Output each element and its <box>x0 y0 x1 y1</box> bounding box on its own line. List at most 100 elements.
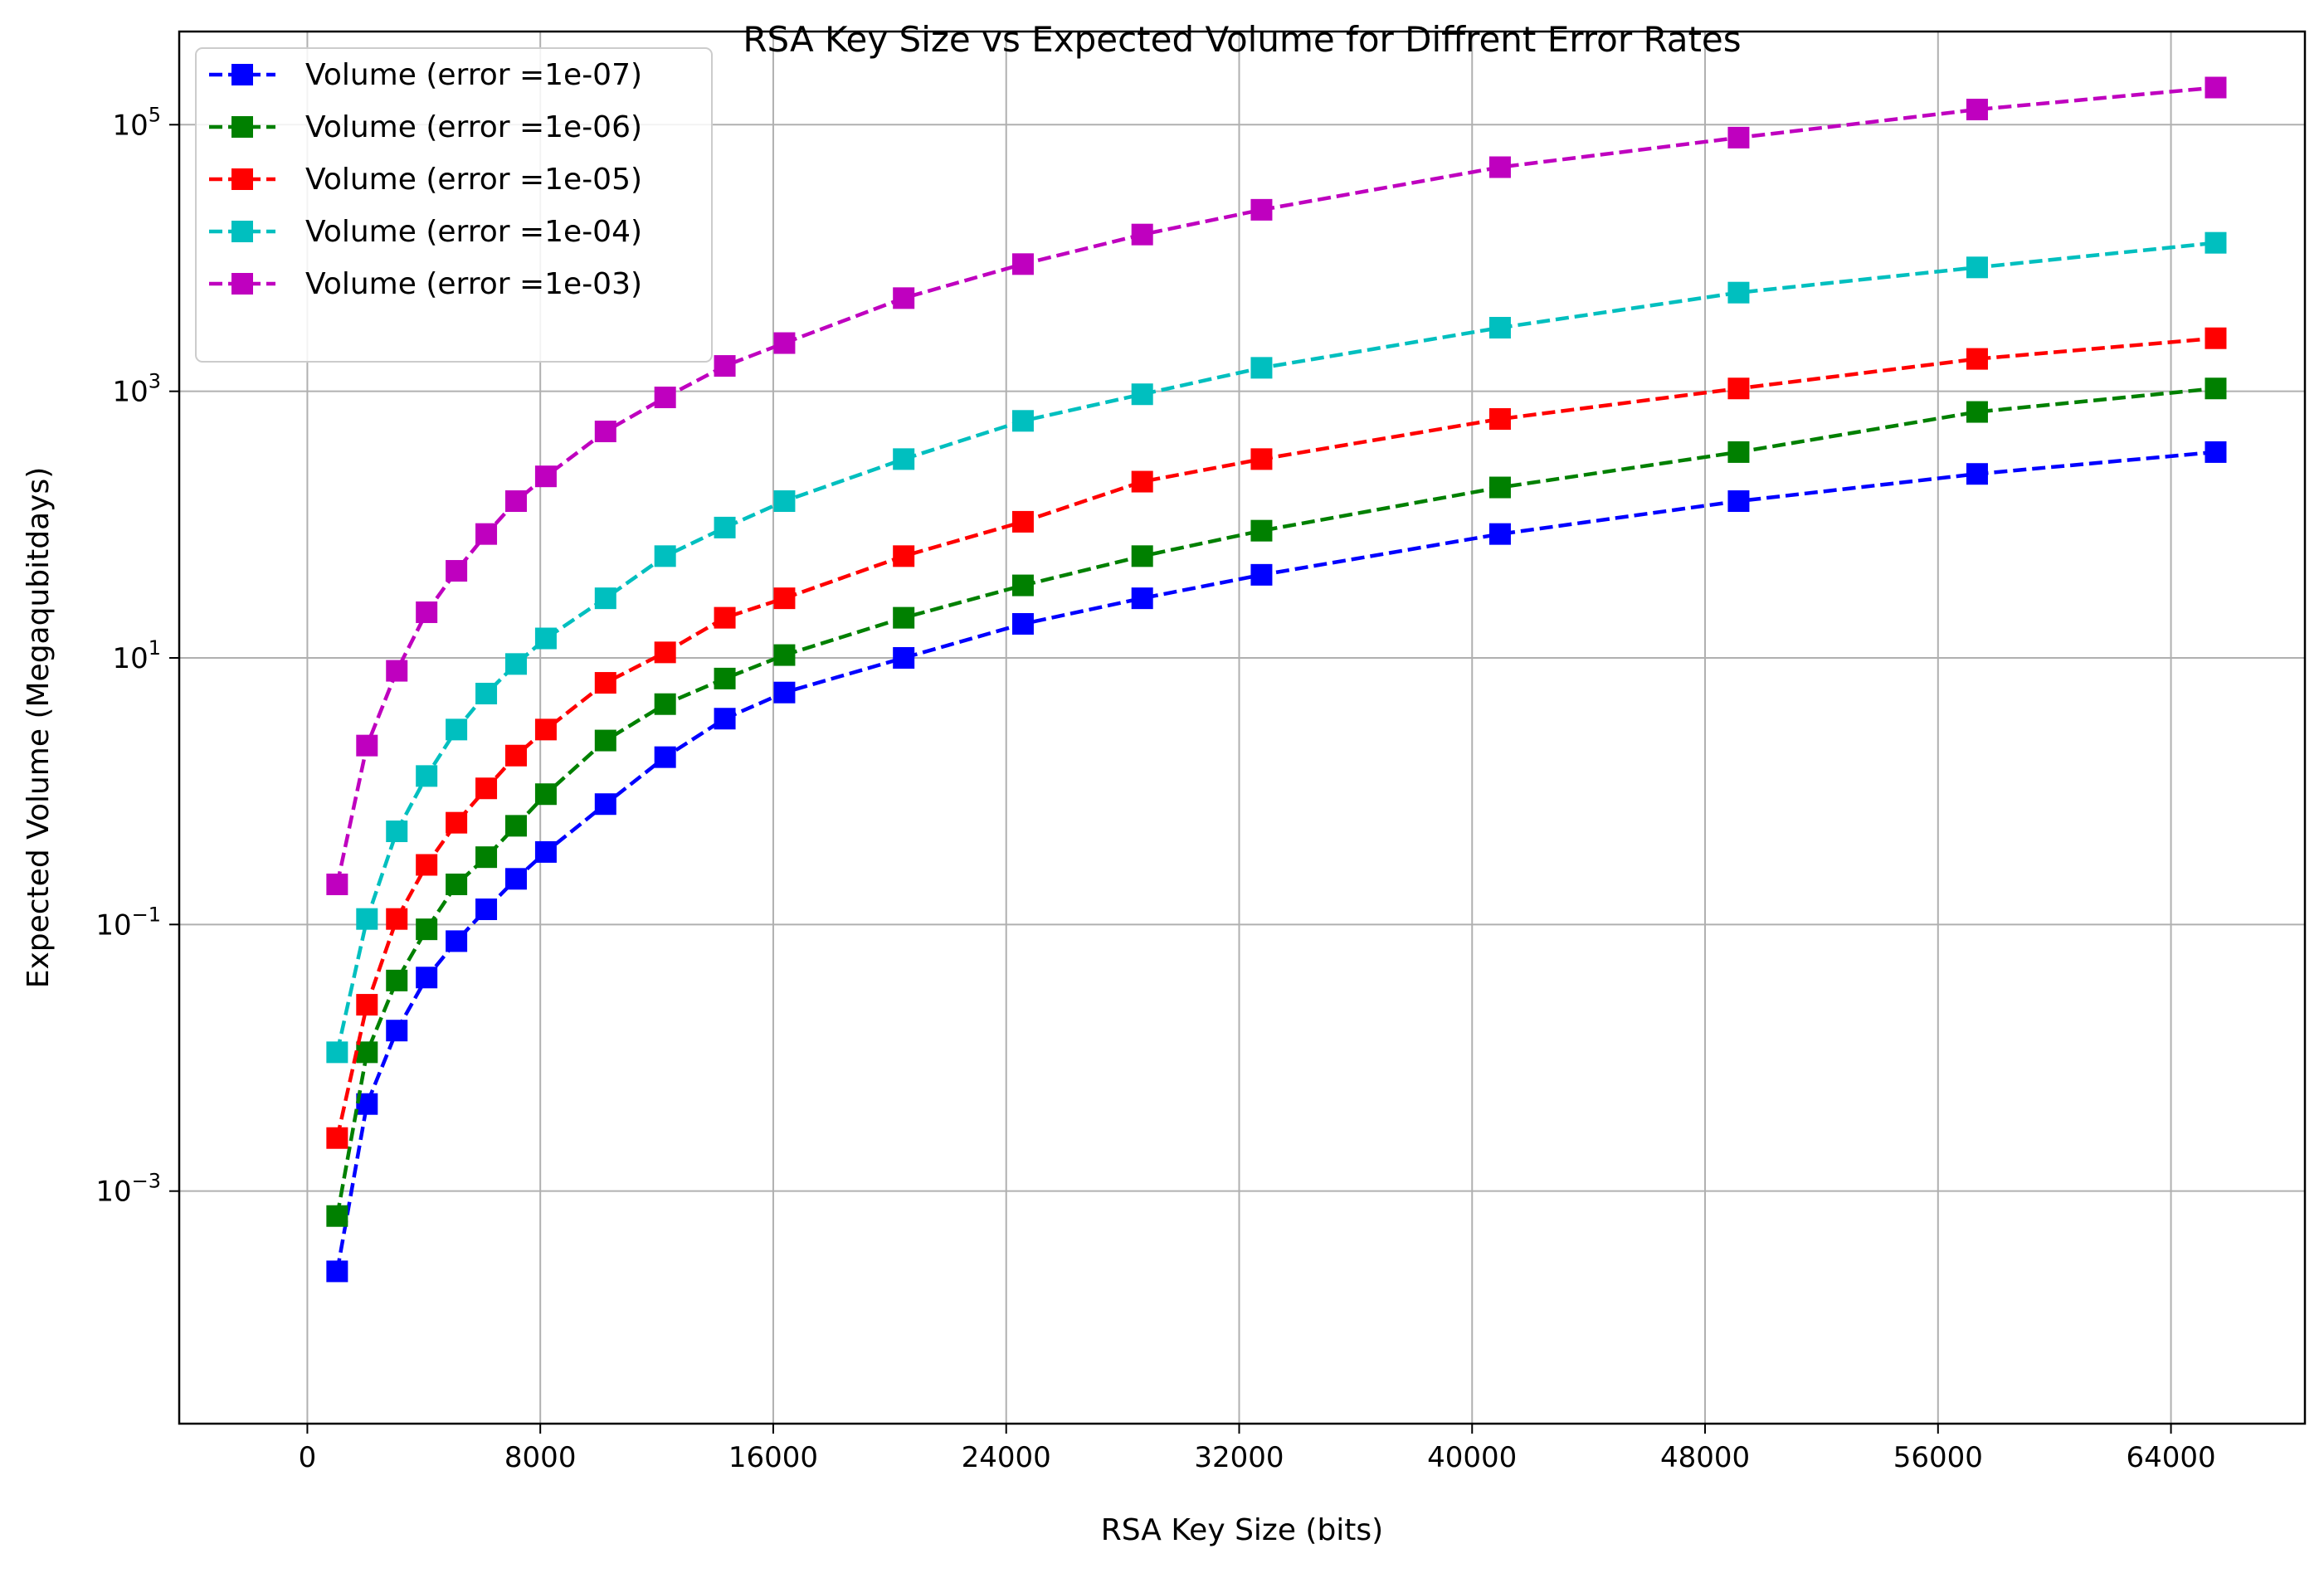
data-point <box>1727 281 1750 304</box>
data-point <box>893 448 915 470</box>
x-tick-label: 32000 <box>1194 1441 1284 1474</box>
data-point <box>1966 348 1988 370</box>
data-point <box>1727 126 1750 149</box>
series-4 <box>326 231 2227 1064</box>
data-point <box>386 1020 408 1042</box>
data-point <box>654 545 676 567</box>
data-point <box>1488 156 1511 178</box>
data-point <box>326 1260 348 1283</box>
data-point <box>1727 490 1750 513</box>
data-point <box>1250 448 1273 470</box>
data-point <box>1011 410 1034 432</box>
data-point <box>1727 377 1750 400</box>
data-point <box>594 587 616 610</box>
data-point <box>386 969 408 991</box>
x-axis-label: RSA Key Size (bits) <box>1101 1513 1383 1547</box>
x-tick-label: 48000 <box>1660 1441 1750 1474</box>
data-point <box>416 601 438 623</box>
y-tick-label: 10−3 <box>95 1170 161 1209</box>
data-point <box>773 681 796 704</box>
data-point <box>1011 253 1034 275</box>
data-point <box>534 718 557 741</box>
data-point <box>386 660 408 682</box>
data-point <box>594 421 616 443</box>
series-2 <box>326 377 2227 1227</box>
legend-swatch-marker <box>231 273 253 295</box>
y-tick-label: 105 <box>112 103 161 142</box>
data-point <box>504 868 527 890</box>
x-tick-label: 24000 <box>962 1441 1051 1474</box>
series-5 <box>326 76 2227 895</box>
data-point <box>326 1205 348 1227</box>
legend-label: Volume (error =1e-07) <box>305 58 642 92</box>
data-point <box>893 646 915 669</box>
data-point <box>1966 256 1988 279</box>
chart-title: RSA Key Size vs Expected Volume for Diff… <box>743 19 1741 60</box>
data-point <box>416 967 438 989</box>
data-point <box>416 854 438 876</box>
data-point <box>1488 476 1511 499</box>
legend-label: Volume (error =1e-04) <box>305 215 642 249</box>
series-line <box>335 241 2216 1053</box>
data-point <box>654 386 676 408</box>
data-point <box>654 693 676 715</box>
x-tick-label: 64000 <box>2126 1441 2215 1474</box>
series-3 <box>326 327 2227 1149</box>
data-point <box>1131 587 1153 610</box>
data-point <box>1488 316 1511 338</box>
legend-item: Volume (error =1e-05) <box>209 163 642 197</box>
data-point <box>714 606 736 629</box>
data-series <box>326 76 2227 1283</box>
data-point <box>2205 441 2227 463</box>
x-axis-ticks: 0 8000 16000 24000 32000 40000 48000 56000 64000 <box>299 1424 2216 1474</box>
data-point <box>446 718 468 741</box>
legend-box <box>195 47 713 363</box>
data-point <box>1488 408 1511 431</box>
data-point <box>594 793 616 816</box>
data-point <box>416 765 438 787</box>
data-point <box>1131 545 1153 567</box>
data-point <box>386 821 408 843</box>
data-point <box>534 465 557 488</box>
data-point <box>1250 198 1273 221</box>
y-tick-label: 10−1 <box>95 903 161 942</box>
data-point <box>1250 357 1273 379</box>
legend: Volume (error =1e-07) Volume (error =1e-0… <box>195 47 713 363</box>
data-point <box>2205 231 2227 254</box>
legend-swatch-marker <box>231 221 253 242</box>
legend-swatch-marker <box>231 116 253 138</box>
data-point <box>475 523 498 545</box>
data-point <box>1966 98 1988 120</box>
x-tick-label: 40000 <box>1427 1441 1517 1474</box>
data-point <box>893 606 915 629</box>
data-point <box>1488 523 1511 545</box>
data-point <box>1966 463 1988 485</box>
data-point <box>504 490 527 513</box>
data-point <box>1250 519 1273 542</box>
data-point <box>654 746 676 768</box>
data-point <box>2205 327 2227 349</box>
data-point <box>2205 76 2227 99</box>
data-point <box>1131 383 1153 406</box>
data-point <box>446 560 468 582</box>
data-point <box>446 811 468 834</box>
x-tick-label: 8000 <box>504 1441 577 1474</box>
legend-item: Volume (error =1e-06) <box>209 110 642 144</box>
data-point <box>386 908 408 930</box>
x-tick-label: 0 <box>299 1441 317 1474</box>
plot-frame <box>178 30 2307 1425</box>
data-point <box>475 899 498 921</box>
data-point <box>714 667 736 689</box>
data-point <box>594 672 616 694</box>
y-tick-label: 103 <box>112 370 161 409</box>
data-point <box>356 908 378 930</box>
series-1 <box>326 441 2227 1283</box>
grid <box>179 32 2305 1424</box>
legend-label: Volume (error =1e-03) <box>305 267 642 301</box>
y-axis-label: Expected Volume (Megaqubitdays) <box>22 467 56 989</box>
x-tick-label: 16000 <box>728 1441 818 1474</box>
data-point <box>475 682 498 704</box>
data-point <box>326 1127 348 1149</box>
data-point <box>714 516 736 538</box>
